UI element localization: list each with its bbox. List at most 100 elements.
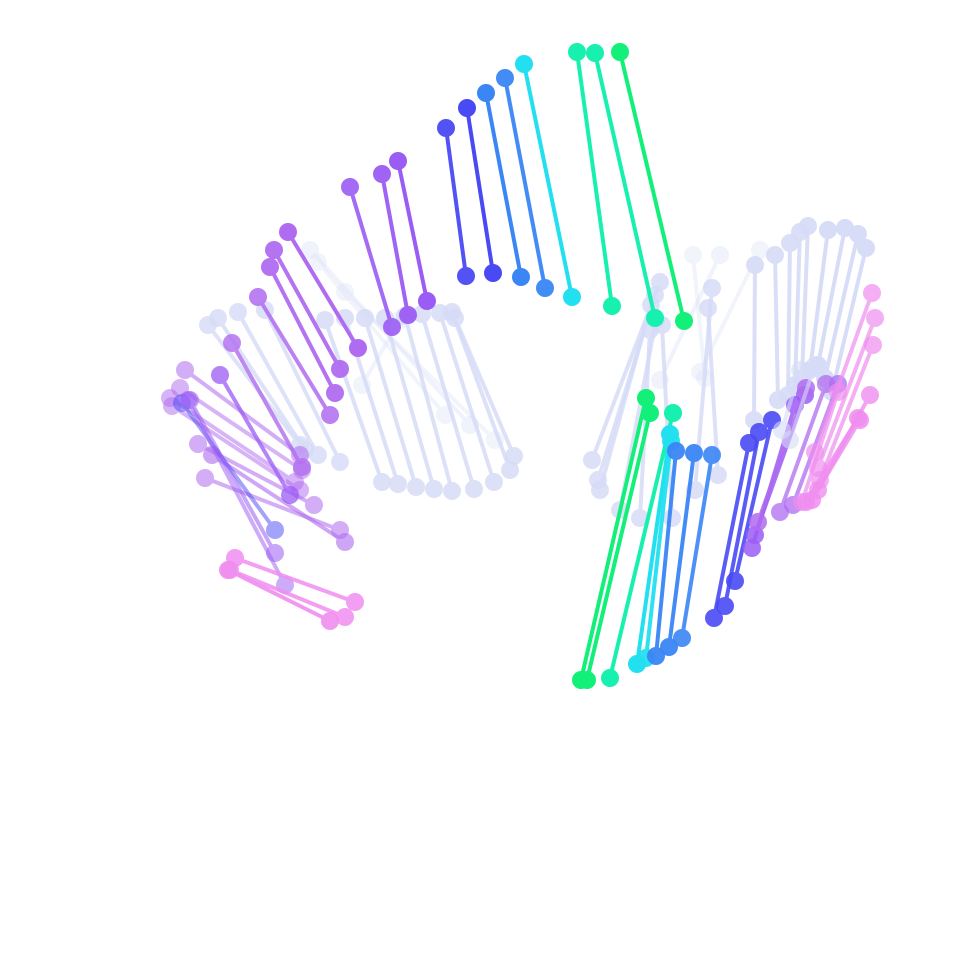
dumbbell-node (301, 241, 319, 259)
dumbbell-bar (660, 323, 674, 520)
dumbbell-node (568, 43, 586, 61)
dumbbell-bar (503, 76, 547, 290)
dumbbell-node (603, 297, 621, 315)
dumbbell-node (512, 268, 530, 286)
dumbbell-node (515, 55, 533, 73)
dumbbell-bar (773, 253, 780, 402)
dumbbell-bar (484, 91, 523, 279)
dumbbell-node (799, 217, 817, 235)
dumbbell (647, 442, 685, 665)
dumbbell (773, 361, 809, 439)
dumbbell-node (711, 246, 729, 264)
dumbbell (806, 284, 881, 461)
dumbbell (496, 69, 554, 297)
dumbbell-node (806, 443, 824, 461)
dumbbell-node (261, 258, 279, 276)
dumbbell-bar (383, 316, 436, 491)
dumbbell (229, 303, 327, 464)
dumbbell-node (331, 453, 349, 471)
dumbbell-node (646, 309, 664, 327)
dumbbell-node (399, 306, 417, 324)
dumbbell-node (709, 466, 727, 484)
dumbbell-node (373, 165, 391, 183)
dumbbell-node (219, 561, 237, 579)
dumbbell-node (501, 461, 519, 479)
dumbbell-node (591, 481, 609, 499)
dumbbell-bar (793, 230, 802, 387)
dumbbell-bar (788, 363, 817, 442)
dumbbell-node (446, 309, 464, 327)
dumbbell-node (751, 241, 769, 259)
dumbbell-bar (226, 568, 332, 623)
dumbbell-node (389, 475, 407, 493)
dumbbell-node (279, 223, 297, 241)
dumbbell-node (611, 43, 629, 61)
dumbbell-node (637, 389, 655, 407)
dumbbell-node (773, 421, 791, 439)
dumbbell-bar (786, 241, 792, 397)
dumbbell-node (791, 361, 809, 379)
dumbbell (660, 444, 703, 656)
dumbbell-node (703, 446, 721, 464)
dumbbell-bar (644, 439, 673, 660)
dumbbell-node (716, 597, 734, 615)
dumbbell (431, 304, 503, 491)
dumbbell-bar (635, 432, 672, 666)
dumbbell-bar (691, 253, 707, 380)
dumbbell-node (866, 309, 884, 327)
dumbbell-node (863, 284, 881, 302)
dumbbell-bar (818, 343, 875, 482)
dumbbell-bar (438, 311, 496, 484)
dumbbell-node (321, 406, 339, 424)
dumbbell-node (425, 480, 443, 498)
dumbbell-bar (593, 51, 657, 320)
dumbbell-node (705, 609, 723, 627)
dumbbell-bar (680, 453, 714, 640)
dumbbell-bar (363, 316, 418, 489)
dumbbell-bar (778, 382, 828, 514)
dumbbell-bar (230, 341, 304, 469)
dumbbell-node (223, 334, 241, 352)
dumbbell (373, 165, 417, 324)
dumbbell-node (389, 152, 407, 170)
dumbbell-node (407, 478, 425, 496)
dumbbell-bar (733, 418, 774, 583)
dumbbell-node (349, 339, 367, 357)
dumbbell (458, 99, 502, 282)
dumbbell (261, 258, 344, 402)
dumbbell-node (457, 267, 475, 285)
dumbbell-node (266, 544, 284, 562)
dumbbell-node (586, 44, 604, 62)
dumbbell (477, 84, 530, 286)
dumbbell-node (331, 360, 349, 378)
dumbbell-node (505, 447, 523, 465)
dumbbell-bar (618, 50, 686, 323)
dumbbell-node (326, 384, 344, 402)
dumbbell (653, 316, 681, 527)
dumbbell-bar (522, 62, 574, 299)
dumbbell (223, 334, 311, 476)
dumbbell-bar (210, 453, 347, 544)
dumbbell (316, 311, 391, 491)
dumbbell-node (321, 612, 339, 630)
dumbbell-node (309, 446, 327, 464)
dumbbell-bar (380, 172, 410, 317)
dumbbell-bar (800, 224, 810, 380)
dumbbell-bar (598, 303, 653, 492)
dumbbell-bar (752, 263, 757, 422)
dumbbell-bar (465, 106, 495, 275)
dumbbell-node (673, 629, 691, 647)
dumbbell-node (849, 225, 867, 243)
dumbbell-bar (667, 451, 696, 649)
dumbbell (203, 446, 354, 551)
dumbbell-bar (453, 316, 516, 458)
dumbbell-node (176, 361, 194, 379)
dumbbell (181, 391, 284, 562)
dumbbell-bar (236, 310, 320, 457)
dumbbell-bar (585, 411, 652, 682)
dumbbell-node (189, 435, 207, 453)
dumbbell-bar (203, 476, 342, 532)
dumbbell-node (266, 521, 284, 539)
dumbbell-node (418, 292, 436, 310)
